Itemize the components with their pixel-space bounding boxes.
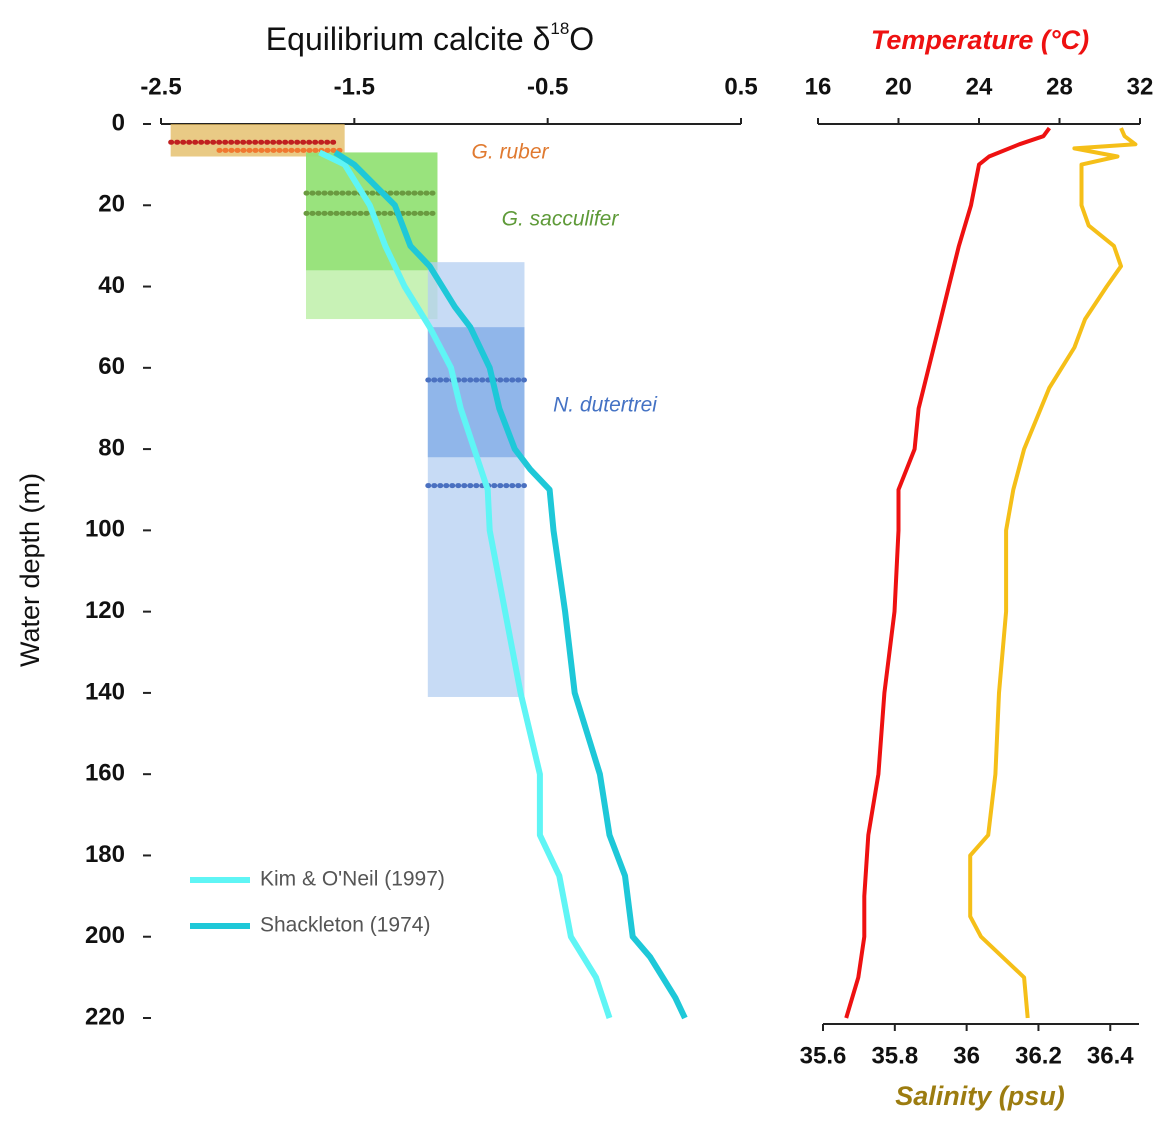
temperature-axis-title: Temperature (°C)	[871, 25, 1089, 55]
x2-tick-label: 36	[953, 1042, 980, 1069]
y-tick-label: 0	[112, 109, 125, 136]
x-tick-label: -1.5	[334, 73, 375, 100]
y-tick-label: 220	[85, 1003, 125, 1030]
y-tick-label: 60	[98, 353, 125, 380]
x-tick-label: 32	[1127, 73, 1154, 100]
x-tick-label: -2.5	[140, 73, 181, 100]
data-line	[968, 127, 1138, 1019]
y-tick-label: 180	[85, 841, 125, 868]
y-tick-label: 160	[85, 760, 125, 787]
x2-tick-label: 35.6	[800, 1042, 847, 1069]
y-tick-label: 100	[85, 516, 125, 543]
data-line	[318, 149, 613, 1019]
species-label: G. ruber	[471, 141, 549, 164]
y-tick-label: 200	[85, 922, 125, 949]
y-tick-label: 20	[98, 191, 125, 218]
y-axis-title: Water depth (m)	[15, 473, 45, 667]
y-tick-label: 80	[98, 434, 125, 461]
species-label: N. dutertrei	[553, 394, 658, 417]
species-label: G. sacculifer	[502, 208, 620, 231]
x-tick-label: 24	[966, 73, 993, 100]
data-line	[333, 149, 688, 1020]
x2-tick-label: 35.8	[871, 1042, 918, 1069]
x2-tick-label: 36.4	[1087, 1042, 1134, 1069]
x-tick-label: 28	[1046, 73, 1073, 100]
legend-label: Kim & O'Neil (1997)	[260, 868, 445, 891]
y-tick-label: 120	[85, 597, 125, 624]
y-tick-label: 140	[85, 678, 125, 705]
x-tick-label: -0.5	[527, 73, 568, 100]
y-tick-label: 40	[98, 272, 125, 299]
data-line	[844, 126, 1052, 1019]
x-tick-label: 0.5	[724, 73, 757, 100]
x-axis-title: Equilibrium calcite δ18O	[266, 19, 594, 57]
legend-label: Shackleton (1974)	[260, 914, 430, 937]
x-tick-label: 16	[805, 73, 832, 100]
x2-tick-label: 36.2	[1015, 1042, 1062, 1069]
salinity-axis-title: Salinity (psu)	[895, 1081, 1065, 1111]
x-tick-label: 20	[885, 73, 912, 100]
